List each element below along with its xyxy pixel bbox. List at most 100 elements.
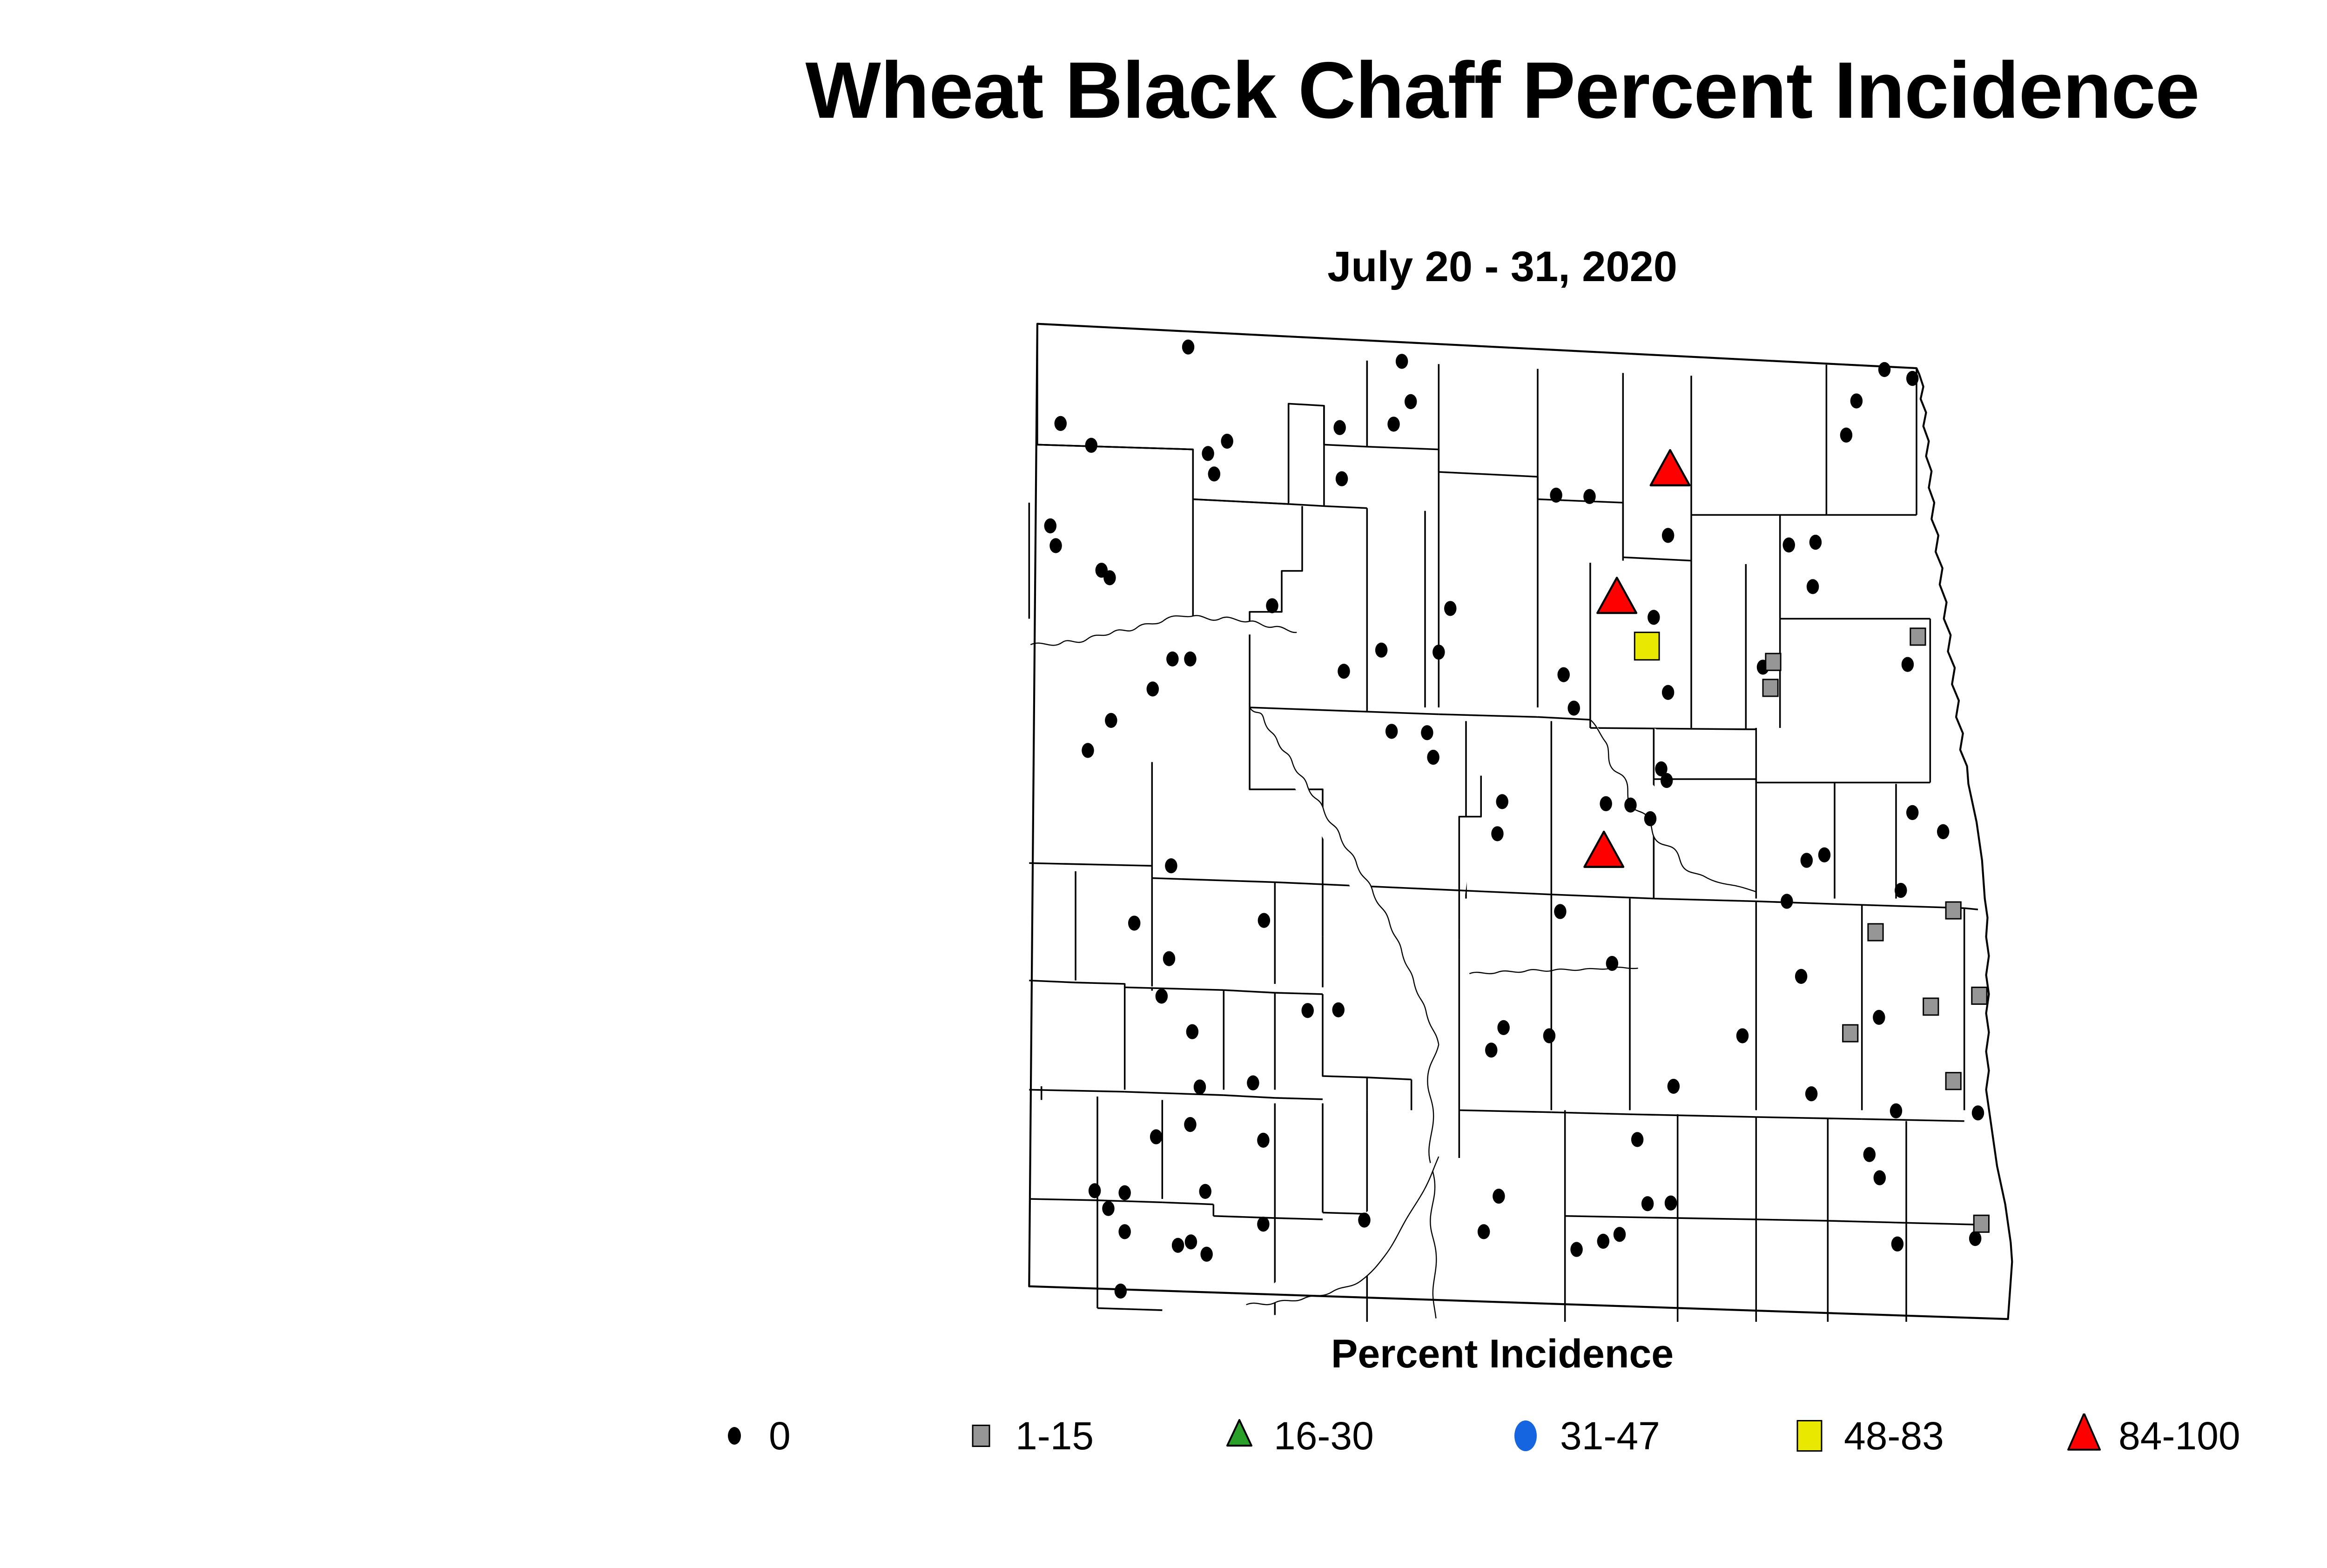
map-marker-zero bbox=[1631, 1132, 1644, 1147]
map-marker-zero bbox=[1493, 1189, 1505, 1204]
map-marker-zero bbox=[1878, 362, 1891, 377]
map-marker-zero bbox=[1266, 598, 1278, 613]
legend-item-16-30[interactable]: 16-30 bbox=[1217, 1406, 1374, 1466]
map-marker-zero bbox=[1567, 700, 1580, 716]
legend-title: Percent Incidence bbox=[1331, 1332, 1674, 1376]
map-marker-1-15 bbox=[1762, 679, 1779, 697]
map-marker-zero bbox=[1433, 645, 1445, 660]
map-marker-zero bbox=[1641, 1196, 1654, 1211]
map-marker-zero bbox=[1863, 1147, 1876, 1162]
legend-swatch-square-icon bbox=[959, 1413, 1003, 1458]
map-marker-zero bbox=[1186, 1024, 1199, 1039]
map-marker-zero bbox=[1155, 989, 1168, 1004]
map-marker-zero bbox=[1163, 951, 1176, 966]
map-marker-1-15 bbox=[1867, 923, 1884, 942]
map-marker-zero bbox=[1184, 651, 1197, 666]
legend-item-0[interactable]: 0 bbox=[712, 1406, 791, 1466]
map-marker-zero bbox=[1182, 339, 1195, 355]
map-marker-zero bbox=[1597, 1233, 1610, 1249]
map-marker-zero bbox=[1613, 1227, 1626, 1242]
map-marker-zero bbox=[1809, 534, 1822, 550]
map-marker-zero bbox=[1247, 1075, 1259, 1090]
map-marker-zero bbox=[1937, 824, 1950, 840]
map-marker-zero bbox=[1395, 354, 1408, 369]
map-marker-zero bbox=[1781, 894, 1793, 909]
map-marker-zero bbox=[1088, 1183, 1101, 1198]
map-marker-zero bbox=[1477, 1224, 1490, 1239]
map-marker-zero bbox=[1485, 1043, 1498, 1058]
legend-item-1-15[interactable]: 1-15 bbox=[959, 1406, 1094, 1466]
map-marker-zero bbox=[1873, 1009, 1885, 1025]
map-marker-zero bbox=[1736, 1028, 1749, 1043]
legend-label: 48-83 bbox=[1844, 1414, 1944, 1458]
map-marker-zero bbox=[1054, 416, 1067, 431]
map-marker-1-15 bbox=[1842, 1024, 1859, 1043]
legend-item-84-100[interactable]: 84-100 bbox=[2062, 1406, 2240, 1466]
map-marker-zero bbox=[1782, 537, 1795, 553]
map-marker-zero bbox=[1128, 915, 1141, 931]
map-marker-zero bbox=[1891, 1236, 1904, 1252]
map-marker-1-15 bbox=[1973, 1214, 1990, 1233]
map-marker-zero bbox=[1543, 1028, 1556, 1043]
map-marker-zero bbox=[1333, 420, 1346, 435]
map-marker-zero bbox=[1387, 417, 1400, 432]
legend-label: 0 bbox=[769, 1414, 791, 1458]
map-marker-zero bbox=[1971, 1105, 1984, 1121]
legend-label: 16-30 bbox=[1274, 1414, 1374, 1458]
map-marker-zero bbox=[1202, 446, 1214, 461]
map-marker-zero bbox=[1890, 1103, 1903, 1118]
map-marker-84-100 bbox=[1649, 449, 1691, 486]
map-marker-zero bbox=[1805, 1086, 1818, 1102]
map-marker-zero bbox=[1171, 1238, 1184, 1253]
map-marker-zero bbox=[1491, 826, 1504, 841]
map-marker-zero bbox=[1118, 1185, 1131, 1200]
map-marker-zero bbox=[1199, 1184, 1211, 1199]
map-marker-zero bbox=[1583, 489, 1596, 504]
map-marker-zero bbox=[1184, 1117, 1197, 1132]
map-marker-zero bbox=[1806, 579, 1819, 594]
map-marker-zero bbox=[1969, 1231, 1982, 1246]
map-marker-1-15 bbox=[1945, 901, 1962, 920]
map-marker-zero bbox=[1906, 805, 1919, 820]
map-marker-zero bbox=[1664, 1195, 1677, 1211]
map-marker-84-100 bbox=[1596, 577, 1638, 614]
legend-label: 31-47 bbox=[1560, 1414, 1660, 1458]
map-marker-zero bbox=[1114, 1283, 1127, 1299]
map-marker-zero bbox=[1258, 913, 1271, 928]
map-marker-zero bbox=[1818, 847, 1831, 862]
map-marker-1-15 bbox=[1765, 653, 1782, 671]
legend-swatch-square-icon bbox=[1787, 1413, 1832, 1458]
legend: 0 1-15 16-30 31-47 48-83 84-100 bbox=[712, 1406, 2304, 1471]
map-marker-zero bbox=[1667, 1078, 1680, 1094]
map-marker-1-15 bbox=[1945, 1072, 1962, 1090]
map-marker-1-15 bbox=[1971, 986, 1988, 1005]
map-svg bbox=[675, 298, 2327, 1322]
map-marker-zero bbox=[1606, 956, 1619, 971]
map-marker-zero bbox=[1557, 667, 1570, 682]
map-marker-zero bbox=[1332, 1002, 1345, 1017]
map-marker-zero bbox=[1901, 657, 1914, 672]
north-dakota-county-map bbox=[675, 298, 2327, 1322]
map-marker-zero bbox=[1385, 724, 1398, 739]
legend-item-31-47[interactable]: 31-47 bbox=[1503, 1406, 1660, 1466]
map-marker-zero bbox=[1644, 811, 1657, 827]
map-marker-zero bbox=[1257, 1132, 1270, 1148]
legend-label: 84-100 bbox=[2119, 1414, 2240, 1458]
page-subtitle: July 20 - 31, 2020 bbox=[1327, 243, 1677, 290]
map-marker-zero bbox=[1624, 797, 1637, 813]
map-marker-zero bbox=[1200, 1246, 1213, 1262]
legend-label: 1-15 bbox=[1016, 1414, 1094, 1458]
map-marker-zero bbox=[1301, 1003, 1314, 1018]
map-marker-zero bbox=[1655, 761, 1668, 777]
map-marker-zero bbox=[1496, 794, 1508, 809]
legend-swatch-circle-icon bbox=[712, 1413, 757, 1458]
county-boundaries bbox=[1029, 324, 2012, 1322]
map-marker-84-100 bbox=[1583, 830, 1625, 868]
map-marker-zero bbox=[1208, 466, 1221, 482]
map-marker-zero bbox=[1193, 1079, 1206, 1095]
legend-item-48-83[interactable]: 48-83 bbox=[1787, 1406, 1944, 1466]
map-marker-zero bbox=[1044, 518, 1057, 533]
legend-swatch-triangle-icon bbox=[2062, 1413, 2106, 1458]
map-marker-zero bbox=[1221, 433, 1233, 449]
